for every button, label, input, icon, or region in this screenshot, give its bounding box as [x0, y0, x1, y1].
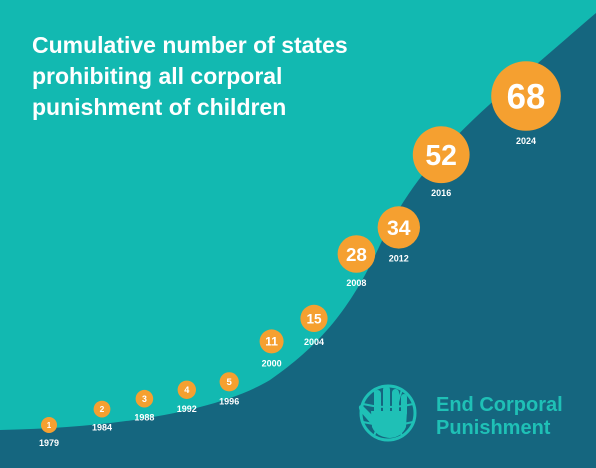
- chart-marks: 1 1979 2 1984 3 1988 4 1992 5 1996 11 2000 15 2004 28 2…: [39, 61, 561, 448]
- chart-title: Cumulative number of states prohibiting …: [32, 30, 432, 123]
- data-point-circle: [219, 372, 239, 392]
- data-label: 11: [265, 335, 278, 349]
- data-label: 15: [306, 311, 322, 326]
- data-label: 3: [142, 394, 147, 404]
- cumulative-area: [0, 13, 596, 468]
- data-label: 2: [100, 404, 105, 414]
- year-tick-label: 2004: [304, 337, 324, 347]
- title-line-2: prohibiting all corporal: [32, 63, 283, 89]
- data-point-circle: [41, 417, 57, 433]
- logo-line-1: End Corporal: [436, 394, 563, 416]
- title-line-3: punishment of children: [32, 94, 287, 120]
- data-point-circle: [300, 304, 328, 332]
- year-tick-label: 2016: [431, 188, 451, 198]
- data-point-circle: [259, 329, 284, 354]
- data-label: 5: [227, 377, 233, 388]
- data-point-circle: [412, 126, 470, 184]
- data-point-circle: [177, 380, 196, 399]
- year-tick-label: 1979: [39, 438, 59, 448]
- logo-wordmark: End Corporal Punishment: [436, 394, 563, 440]
- logo-line-2: Punishment: [436, 417, 551, 439]
- hand-icon: [358, 386, 407, 438]
- data-point-circle: [337, 235, 376, 273]
- data-point-circle: [377, 206, 420, 249]
- data-point-circle: [135, 389, 154, 408]
- data-label: 28: [346, 244, 367, 265]
- year-tick-label: 1988: [134, 413, 154, 423]
- title-line-1: Cumulative number of states: [32, 32, 348, 58]
- year-tick-label: 2008: [346, 278, 366, 288]
- data-label: 34: [387, 217, 411, 240]
- data-point-circle: [491, 61, 561, 131]
- globe-icon: [359, 384, 417, 442]
- data-label: 68: [507, 78, 546, 117]
- year-tick-label: 2024: [516, 136, 536, 146]
- year-tick-label: 2000: [262, 358, 282, 368]
- year-tick-label: 1984: [92, 423, 112, 433]
- end-corporal-punishment-logo-icon: [358, 384, 417, 442]
- year-tick-label: 1996: [219, 396, 239, 406]
- data-label: 1: [47, 421, 52, 430]
- data-label: 4: [184, 385, 190, 395]
- year-tick-label: 2012: [389, 254, 409, 264]
- data-point-circle: [93, 400, 111, 418]
- data-label: 52: [425, 140, 457, 172]
- year-tick-label: 1992: [177, 404, 197, 414]
